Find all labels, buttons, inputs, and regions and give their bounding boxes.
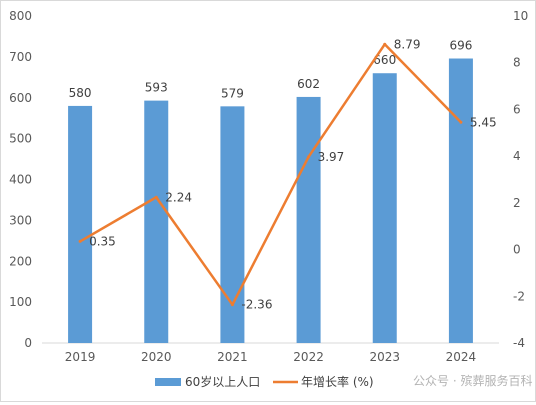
bar-data-labels: 580 593 579 602 660 696	[69, 39, 473, 101]
line-data-label: 8.79	[394, 37, 421, 51]
bar-series	[68, 58, 473, 344]
x-axis-ticks: 2019 2020 2021 2022 2023 2024	[65, 350, 476, 364]
left-tick-label: 100	[9, 295, 32, 309]
left-tick-label: 700	[9, 50, 32, 64]
line-point	[78, 239, 82, 243]
x-tick-label: 2021	[217, 350, 248, 364]
x-tick-label: 2023	[369, 350, 400, 364]
left-tick-label: 0	[24, 336, 32, 350]
growth-rate-line	[79, 43, 462, 306]
line-point	[459, 120, 463, 124]
left-tick-label: 300	[9, 213, 32, 227]
left-tick-label: 800	[9, 9, 32, 23]
x-tick-label: 2020	[141, 350, 172, 364]
bar	[144, 100, 169, 343]
left-tick-label: 400	[9, 173, 32, 187]
right-tick-label: -4	[513, 336, 525, 350]
line-data-label: 3.97	[318, 150, 345, 164]
line-point	[154, 195, 158, 199]
line-data-labels: 0.35 2.24 -2.36 3.97 8.79 5.45	[89, 37, 497, 311]
bar-data-label: 593	[145, 81, 168, 95]
left-axis-ticks: 0 100 200 300 400 500 600 700 800	[9, 9, 32, 350]
x-tick-label: 2024	[446, 350, 477, 364]
left-tick-label: 200	[9, 254, 32, 268]
line-data-label: 2.24	[165, 190, 192, 204]
line-data-label: 5.45	[470, 115, 497, 129]
right-tick-label: -2	[513, 289, 525, 303]
legend-swatch-bar	[155, 378, 181, 386]
legend-label-line: 年增长率 (%)	[301, 374, 374, 389]
line-point	[307, 155, 311, 159]
bar-data-label: 602	[297, 77, 320, 91]
x-tick-label: 2022	[293, 350, 324, 364]
bar	[372, 73, 397, 343]
left-tick-label: 500	[9, 132, 32, 146]
bar-data-label: 696	[449, 39, 472, 53]
bar	[296, 96, 321, 344]
right-tick-label: 10	[513, 9, 528, 23]
x-tick-label: 2019	[65, 350, 96, 364]
legend-label-bar: 60岁以上人口	[185, 374, 260, 389]
left-tick-label: 600	[9, 91, 32, 105]
right-tick-label: 4	[513, 149, 521, 163]
right-tick-label: 8	[513, 56, 521, 70]
bar-data-label: 580	[69, 86, 92, 100]
line-data-label: -2.36	[241, 298, 272, 312]
right-tick-label: 2	[513, 196, 521, 210]
bar	[448, 58, 473, 343]
bar	[68, 105, 93, 343]
right-axis-ticks: -4 -2 0 2 4 6 8 10	[513, 9, 528, 350]
line-data-label: 0.35	[89, 234, 116, 248]
line-series	[78, 42, 463, 307]
legend: 60岁以上人口 年增长率 (%)	[155, 374, 374, 389]
watermark: 公众号 · 殡葬服务百科	[413, 374, 533, 388]
line-point	[383, 42, 387, 46]
bar-data-label: 579	[221, 86, 244, 100]
bar-data-label: 660	[373, 53, 396, 67]
line-point	[230, 303, 234, 307]
right-tick-label: 0	[513, 243, 521, 257]
right-tick-label: 6	[513, 102, 521, 116]
